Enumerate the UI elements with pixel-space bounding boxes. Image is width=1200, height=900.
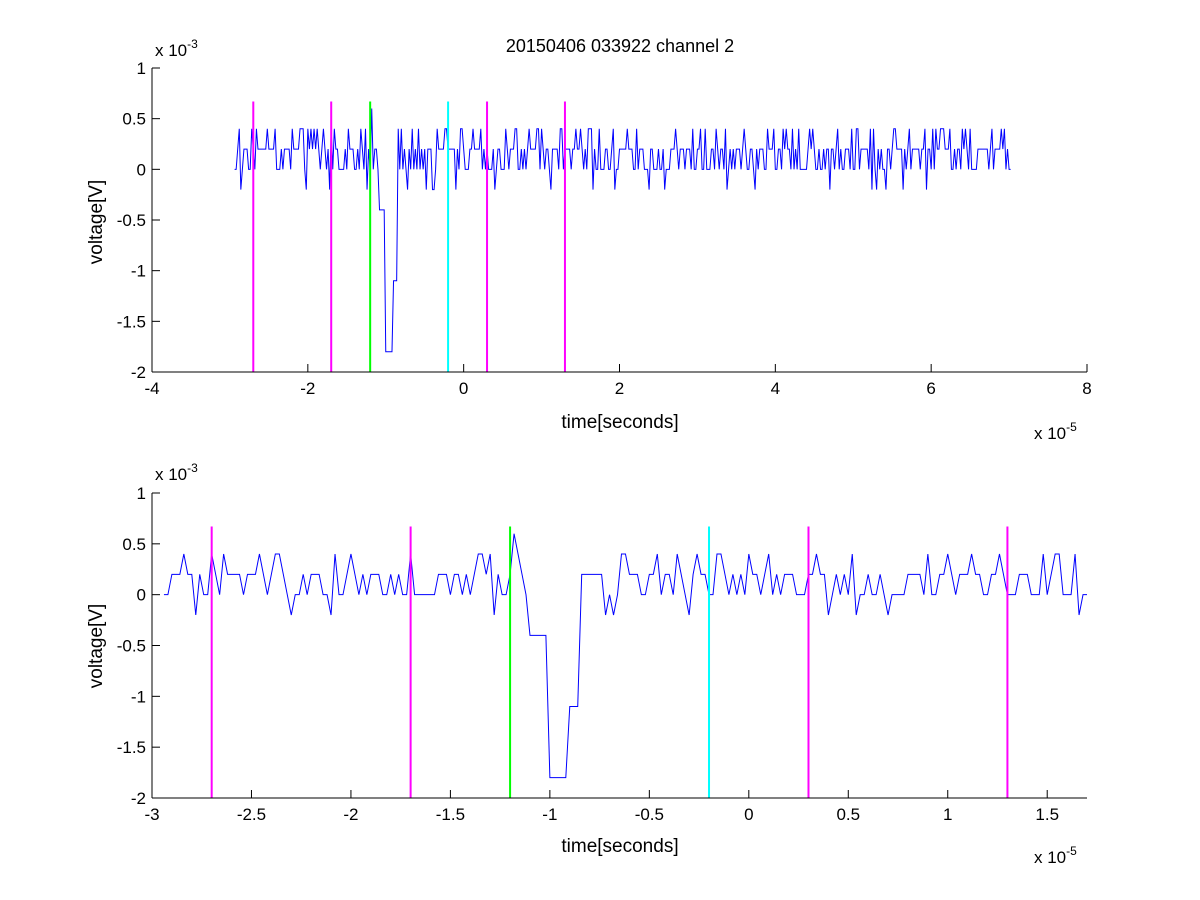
- x-tick-label: 0: [744, 805, 753, 824]
- signal-trace: [163, 533, 1087, 779]
- x-tick-label: -2.5: [237, 805, 266, 824]
- y-tick-label: -1: [131, 262, 146, 281]
- x-tick-label: -1.5: [436, 805, 465, 824]
- x-axis-exponent: x 10-5: [1034, 844, 1077, 867]
- y-tick-label: -1.5: [117, 738, 146, 757]
- bottom-subplot: time[seconds] voltage[V] x 10-3 x 10-5 -…: [86, 461, 1087, 867]
- x-tick-label: -2: [300, 379, 315, 398]
- y-tick-label: 0: [137, 586, 146, 605]
- x-tick-label: 1: [943, 805, 952, 824]
- y-axis-exponent: x 10-3: [155, 37, 198, 60]
- chart-title: 20150406 033922 channel 2: [506, 36, 734, 56]
- x-tick-label: 6: [926, 379, 935, 398]
- y-tick-label: -2: [131, 789, 146, 808]
- x-axis-label: time[seconds]: [561, 836, 678, 857]
- y-tick-label: -2: [131, 363, 146, 382]
- x-axis-label: time[seconds]: [561, 412, 678, 433]
- x-tick-label: -1: [542, 805, 557, 824]
- y-tick-label: 1: [137, 59, 146, 78]
- x-tick-label: 0.5: [836, 805, 860, 824]
- y-tick-label: -0.5: [117, 211, 146, 230]
- y-tick-label: -0.5: [117, 637, 146, 656]
- top-subplot: 20150406 033922 channel 2 time[seconds] …: [86, 36, 1092, 443]
- x-tick-label: 1.5: [1035, 805, 1059, 824]
- x-tick-label: -0.5: [635, 805, 664, 824]
- x-tick-label: -3: [144, 805, 159, 824]
- x-tick-label: 4: [771, 379, 780, 398]
- y-tick-label: -1.5: [117, 312, 146, 331]
- x-tick-label: -4: [144, 379, 159, 398]
- x-tick-label: 0: [459, 379, 468, 398]
- x-tick-label: -2: [343, 805, 358, 824]
- x-tick-label: 2: [615, 379, 624, 398]
- signal-trace: [234, 108, 1011, 353]
- y-axis-label: voltage[V]: [86, 604, 107, 689]
- x-axis-exponent: x 10-5: [1034, 420, 1077, 443]
- x-tick-label: 8: [1082, 379, 1091, 398]
- y-tick-label: -1: [131, 687, 146, 706]
- y-tick-label: 0.5: [122, 535, 146, 554]
- y-axis-exponent: x 10-3: [155, 461, 198, 484]
- y-tick-label: 1: [137, 484, 146, 503]
- y-axis-label: voltage[V]: [86, 180, 107, 265]
- y-tick-label: 0: [137, 160, 146, 179]
- y-tick-label: 0.5: [122, 110, 146, 129]
